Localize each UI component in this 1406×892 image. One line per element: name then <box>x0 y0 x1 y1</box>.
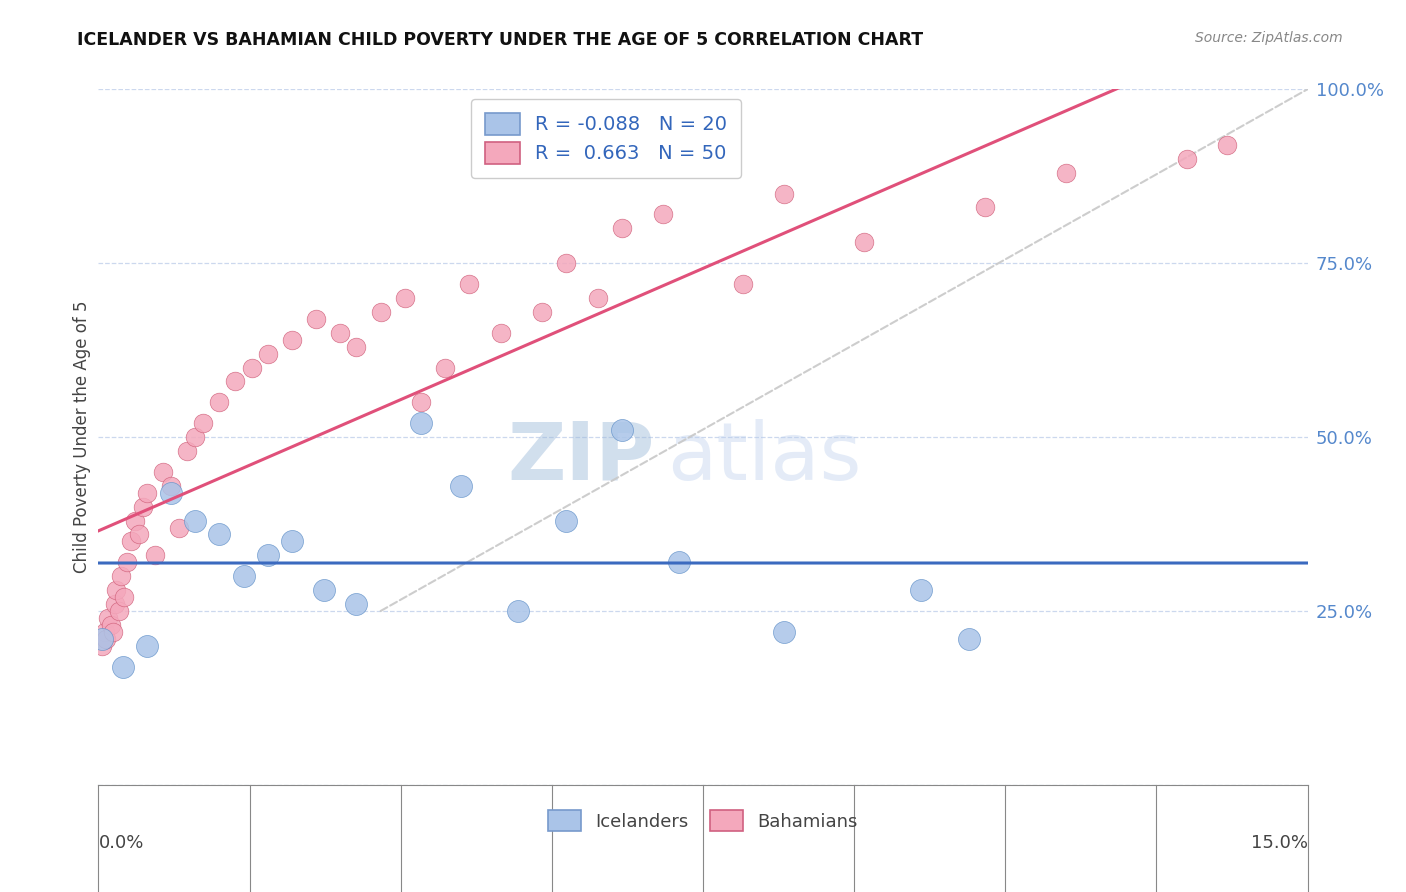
Point <box>974 201 997 215</box>
Point <box>1216 137 1239 152</box>
Point <box>135 639 157 653</box>
Point <box>344 340 367 354</box>
Point <box>555 256 578 270</box>
Point <box>344 597 367 611</box>
Point <box>612 423 634 437</box>
Point <box>107 604 129 618</box>
Point <box>491 326 513 340</box>
Point <box>530 305 553 319</box>
Point <box>103 597 125 611</box>
Point <box>115 555 138 569</box>
Point <box>132 500 155 514</box>
Point <box>329 326 352 340</box>
Point <box>555 514 578 528</box>
Point <box>224 375 246 389</box>
Point <box>281 534 304 549</box>
Point <box>160 485 183 500</box>
Point <box>772 624 794 639</box>
Point <box>124 514 146 528</box>
Point <box>193 416 215 430</box>
Point <box>152 465 174 479</box>
Point <box>314 583 336 598</box>
Point <box>160 479 183 493</box>
Point <box>128 527 150 541</box>
Text: 0.0%: 0.0% <box>98 834 143 852</box>
Point <box>208 395 231 409</box>
Point <box>100 618 122 632</box>
Point <box>232 569 254 583</box>
Point <box>240 360 263 375</box>
Point <box>772 186 794 201</box>
Point <box>1175 152 1198 166</box>
Text: 15.0%: 15.0% <box>1250 834 1308 852</box>
Point <box>184 430 207 444</box>
Point <box>111 659 134 673</box>
Point <box>733 277 755 291</box>
Point <box>143 549 166 563</box>
Point <box>506 604 529 618</box>
Point <box>105 583 128 598</box>
Point <box>208 527 231 541</box>
Point <box>370 305 392 319</box>
Point <box>651 207 673 221</box>
Point <box>910 583 932 598</box>
Point <box>97 611 120 625</box>
Point <box>668 555 690 569</box>
Point <box>853 235 876 250</box>
Point <box>1054 166 1077 180</box>
Point <box>176 444 198 458</box>
Y-axis label: Child Poverty Under the Age of 5: Child Poverty Under the Age of 5 <box>73 301 91 574</box>
Text: ZIP: ZIP <box>508 419 655 497</box>
Point <box>120 534 142 549</box>
Point <box>184 514 207 528</box>
Point <box>409 395 432 409</box>
Point <box>281 333 304 347</box>
Point <box>458 277 481 291</box>
Point <box>434 360 457 375</box>
Text: Source: ZipAtlas.com: Source: ZipAtlas.com <box>1195 31 1343 45</box>
Point <box>96 632 118 646</box>
Point <box>450 479 472 493</box>
Point <box>167 520 190 534</box>
Point <box>91 639 114 653</box>
Text: ICELANDER VS BAHAMIAN CHILD POVERTY UNDER THE AGE OF 5 CORRELATION CHART: ICELANDER VS BAHAMIAN CHILD POVERTY UNDE… <box>77 31 924 49</box>
Point <box>256 549 278 563</box>
Point <box>135 485 157 500</box>
Point <box>586 291 609 305</box>
Point <box>256 346 278 360</box>
Point <box>957 632 980 646</box>
Point <box>110 569 132 583</box>
Point <box>94 624 117 639</box>
Text: atlas: atlas <box>666 419 860 497</box>
Point <box>409 416 432 430</box>
Point <box>112 590 135 604</box>
Point <box>305 311 328 326</box>
Point <box>101 624 124 639</box>
Point <box>612 221 634 235</box>
Legend: Icelanders, Bahamians: Icelanders, Bahamians <box>541 804 865 838</box>
Point <box>91 632 114 646</box>
Point <box>394 291 416 305</box>
